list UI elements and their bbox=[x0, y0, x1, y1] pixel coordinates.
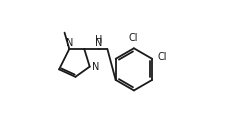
Text: N: N bbox=[95, 38, 102, 48]
Text: Cl: Cl bbox=[157, 52, 167, 62]
Text: N: N bbox=[66, 38, 73, 48]
Text: N: N bbox=[92, 62, 99, 72]
Text: Cl: Cl bbox=[128, 33, 138, 43]
Text: H: H bbox=[95, 35, 102, 45]
